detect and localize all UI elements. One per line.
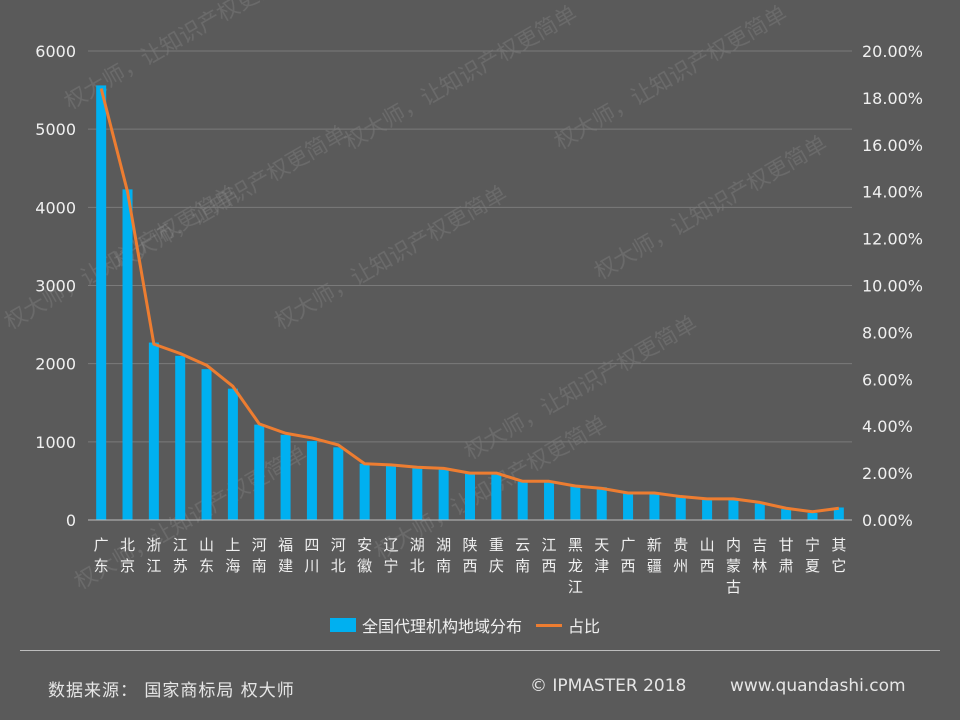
bar <box>596 487 607 520</box>
footer-divider <box>20 650 940 651</box>
bar <box>175 355 186 520</box>
x-tick-label: 湖北 <box>410 536 425 575</box>
bar <box>438 469 449 520</box>
bar <box>227 388 238 520</box>
y-right-tick-label: 8.00% <box>862 323 913 342</box>
chart-svg: 权大师，让知识产权更简单 权大师，让知识产权更简单权大师，让知识产权更简单权大师，… <box>1 0 924 596</box>
website-link[interactable]: www.quandashi.com <box>730 676 906 696</box>
x-tick-label: 浙江 <box>146 536 161 575</box>
bar <box>280 434 291 520</box>
x-tick-label: 甘肃 <box>779 536 794 575</box>
bar <box>649 494 660 520</box>
bar <box>254 424 265 520</box>
bar <box>675 497 686 520</box>
x-tick-label: 山东 <box>199 536 214 575</box>
x-tick-label: 四川 <box>304 536 319 575</box>
y-left-tick-label: 0 <box>66 511 76 530</box>
bar <box>359 463 370 520</box>
x-tick-label: 黑龙江 <box>568 536 583 596</box>
bar <box>570 485 581 520</box>
y-right-tick-label: 14.00% <box>862 183 923 202</box>
bar <box>96 85 107 520</box>
bar <box>385 465 396 520</box>
y-left-tick-label: 4000 <box>35 198 76 217</box>
x-tick-label: 重庆 <box>489 536 504 575</box>
x-tick-label: 云南 <box>515 536 530 575</box>
bar <box>306 441 317 520</box>
y-left-tick-label: 1000 <box>35 433 76 452</box>
bar <box>465 473 475 520</box>
y-right-tick-label: 20.00% <box>862 42 923 61</box>
x-tick-label: 宁夏 <box>805 536 820 575</box>
x-tick-label: 河南 <box>252 536 267 575</box>
watermark-text: 权大师，让知识产权更简单 <box>551 2 792 156</box>
chart-legend: 全国代理机构地域分布 占比 <box>330 614 614 636</box>
x-tick-label: 广西 <box>621 536 636 575</box>
y-right-tick-label: 18.00% <box>862 89 923 108</box>
data-source: 数据来源： 国家商标局 权大师 <box>48 681 295 701</box>
bar <box>781 509 792 520</box>
bar <box>807 512 818 520</box>
x-tick-label: 安徽 <box>357 536 372 575</box>
footer: 数据来源： 国家商标局 权大师 © IPMASTER 2018 www.quan… <box>0 650 960 720</box>
y-left-tick-label: 5000 <box>35 120 76 139</box>
x-tick-label: 北京 <box>120 536 135 575</box>
bar <box>412 466 423 520</box>
copyright: © IPMASTER 2018 <box>530 676 687 696</box>
y-right-tick-label: 16.00% <box>862 136 923 155</box>
bar <box>754 503 765 520</box>
x-tick-label: 山西 <box>700 536 715 575</box>
watermark-text: 权大师，让知识产权更简单 <box>341 2 582 156</box>
y-right-tick-label: 4.00% <box>862 417 913 436</box>
y-left-tick-label: 2000 <box>35 355 76 374</box>
bar <box>728 498 739 520</box>
y-right-tick-label: 6.00% <box>862 370 913 389</box>
legend-line-label: 占比 <box>568 617 601 636</box>
watermark-text: 权大师，让知识产权更简单 <box>271 182 512 336</box>
bar <box>333 447 344 520</box>
x-tick-label: 内蒙古 <box>726 536 741 596</box>
legend-item-line: 占比 <box>536 613 600 637</box>
x-tick-label: 辽宁 <box>383 536 398 575</box>
x-tick-label: 河北 <box>331 536 346 575</box>
bar <box>702 498 713 520</box>
bar <box>544 482 555 520</box>
y-right-tick-label: 10.00% <box>862 277 923 296</box>
x-tick-label: 江西 <box>542 536 557 575</box>
bar <box>148 342 159 520</box>
y-left-tick-label: 3000 <box>35 277 76 296</box>
legend-bar-label: 全国代理机构地域分布 <box>362 617 523 636</box>
x-tick-label: 新疆 <box>647 536 662 575</box>
x-tick-label: 吉林 <box>752 536 767 575</box>
y-left-tick-label: 6000 <box>35 42 76 61</box>
x-tick-label: 其它 <box>831 536 846 575</box>
watermark-text: 权大师，让知识产权更简单 <box>591 132 832 286</box>
x-tick-label: 贵州 <box>673 536 688 575</box>
x-tick-label: 福建 <box>278 536 293 575</box>
y-right-tick-label: 0.00% <box>862 511 913 530</box>
y-right-tick-label: 12.00% <box>862 230 923 249</box>
legend-item-bar: 全国代理机构地域分布 <box>330 613 522 637</box>
bar <box>122 189 133 521</box>
x-tick-label: 江苏 <box>173 536 188 575</box>
share-line <box>99 88 840 514</box>
bar <box>833 507 844 520</box>
x-tick-label: 广东 <box>94 536 109 575</box>
bar <box>201 369 212 520</box>
bar <box>623 493 634 520</box>
x-tick-label: 天津 <box>594 536 609 575</box>
bar <box>491 474 502 520</box>
legend-line-swatch <box>536 623 563 627</box>
bar <box>517 481 528 520</box>
x-tick-label: 陕西 <box>462 536 477 575</box>
x-tick-label: 湖南 <box>436 536 451 575</box>
legend-bar-swatch <box>330 618 356 632</box>
y-right-tick-label: 2.00% <box>862 464 913 483</box>
x-tick-label: 上海 <box>225 536 240 575</box>
